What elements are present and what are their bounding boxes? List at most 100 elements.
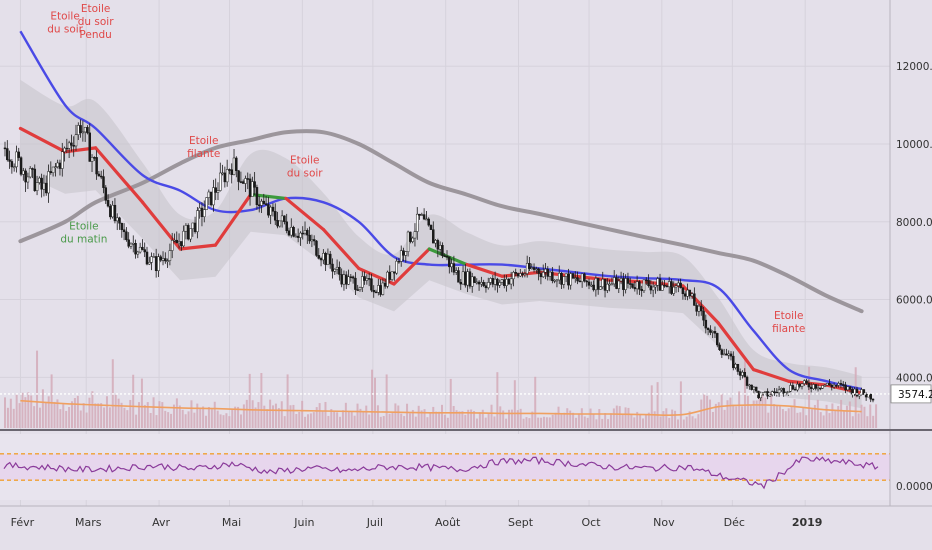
volume-bar [181,409,184,428]
volume-bar [385,374,388,428]
candle-body [608,283,611,286]
volume-bar [805,415,808,428]
volume-bar [449,378,452,428]
candle-body [12,166,16,169]
volume-bar [630,414,633,428]
candle-body [828,382,831,386]
candle-body [191,222,195,230]
candle-body [690,293,694,297]
medium-moving-average [19,30,862,391]
candle-body [381,282,385,295]
volume-bar [869,404,872,428]
candle-body [136,251,140,255]
candle-body [418,213,421,216]
candle-body [688,289,692,297]
current-price-tag [890,384,932,404]
candle-body [95,157,98,175]
candle-body [434,240,437,244]
candle-body [58,162,62,169]
volume-bar [478,412,481,428]
volume-bar [47,396,50,428]
volume-bar [575,417,578,428]
candle-body [61,151,64,169]
candle-body [361,276,364,288]
candle-body [438,245,442,250]
candle-body [411,237,414,242]
candle-body [578,280,582,283]
candle-body [846,386,850,391]
candle-body [356,289,359,291]
volume-bar [650,385,653,428]
candle-body [237,170,240,182]
candle-body [257,204,261,207]
candle-body [223,172,227,183]
candle-body [283,215,286,223]
volume-bar [120,402,123,428]
candle-body [228,169,231,171]
volume-bar [586,417,589,428]
oscillator-band-fill [0,453,890,481]
volume-bar [776,406,779,428]
candle-body [532,267,536,270]
volume-bar [280,401,283,428]
volume-bar [633,417,636,428]
candle-body [79,125,82,134]
candle-body [56,162,59,168]
candle-body [651,286,655,291]
candle-body [326,253,330,265]
candle-body [347,276,350,285]
volume-bar [400,413,403,428]
candle-body [780,388,783,391]
candle-body [475,281,479,284]
candle-body [143,249,146,253]
candle-body [109,205,112,218]
candle-body [24,170,27,183]
volume-bar [59,409,62,428]
candle-body [106,200,110,207]
candle-body [88,132,91,162]
candle-body [809,386,813,389]
volume-bar [554,412,557,428]
volume-bar [513,380,516,428]
volume-bar [659,416,662,428]
candle-body [528,263,531,269]
volume-bar [709,399,712,428]
candle-body [496,278,499,286]
annotation-text: du soir [78,16,114,28]
candle-body [177,241,181,244]
candle-body [280,215,284,222]
candle-body [3,147,7,150]
candle-body [626,278,630,284]
volume-bar [822,415,825,428]
candle-body [720,349,724,355]
y-tick-label: 10000.00 [896,139,932,151]
candle-body [567,273,570,286]
candle-body [365,278,369,281]
candle-body [571,273,575,279]
candle-body [667,281,671,288]
volume-bar [85,412,88,428]
volume-bar [607,419,610,428]
volume-bar [831,403,834,428]
candle-body [761,392,765,395]
axis-tick-labels: Févr Mars Avr Mai Juin Juil Août Sept Oct Nov Déc 2… [11,61,932,529]
candle-body [294,235,298,238]
volume-bar [146,402,149,428]
candle-body [63,147,66,153]
volume-bar [787,408,790,428]
candle-body [154,256,158,272]
candle-body [745,376,749,386]
volume-bar [572,412,575,428]
candle-body [468,271,472,287]
candle-body [67,142,71,149]
candle-body [647,279,650,286]
candle-body [161,258,165,261]
volume-bar [248,373,251,428]
candle-body [631,283,634,288]
candle-body [617,280,621,289]
volume-bar [851,416,854,428]
candle-body [74,134,78,147]
candle-body [319,258,323,261]
volume-bar [266,409,269,428]
candle-body [148,262,151,265]
